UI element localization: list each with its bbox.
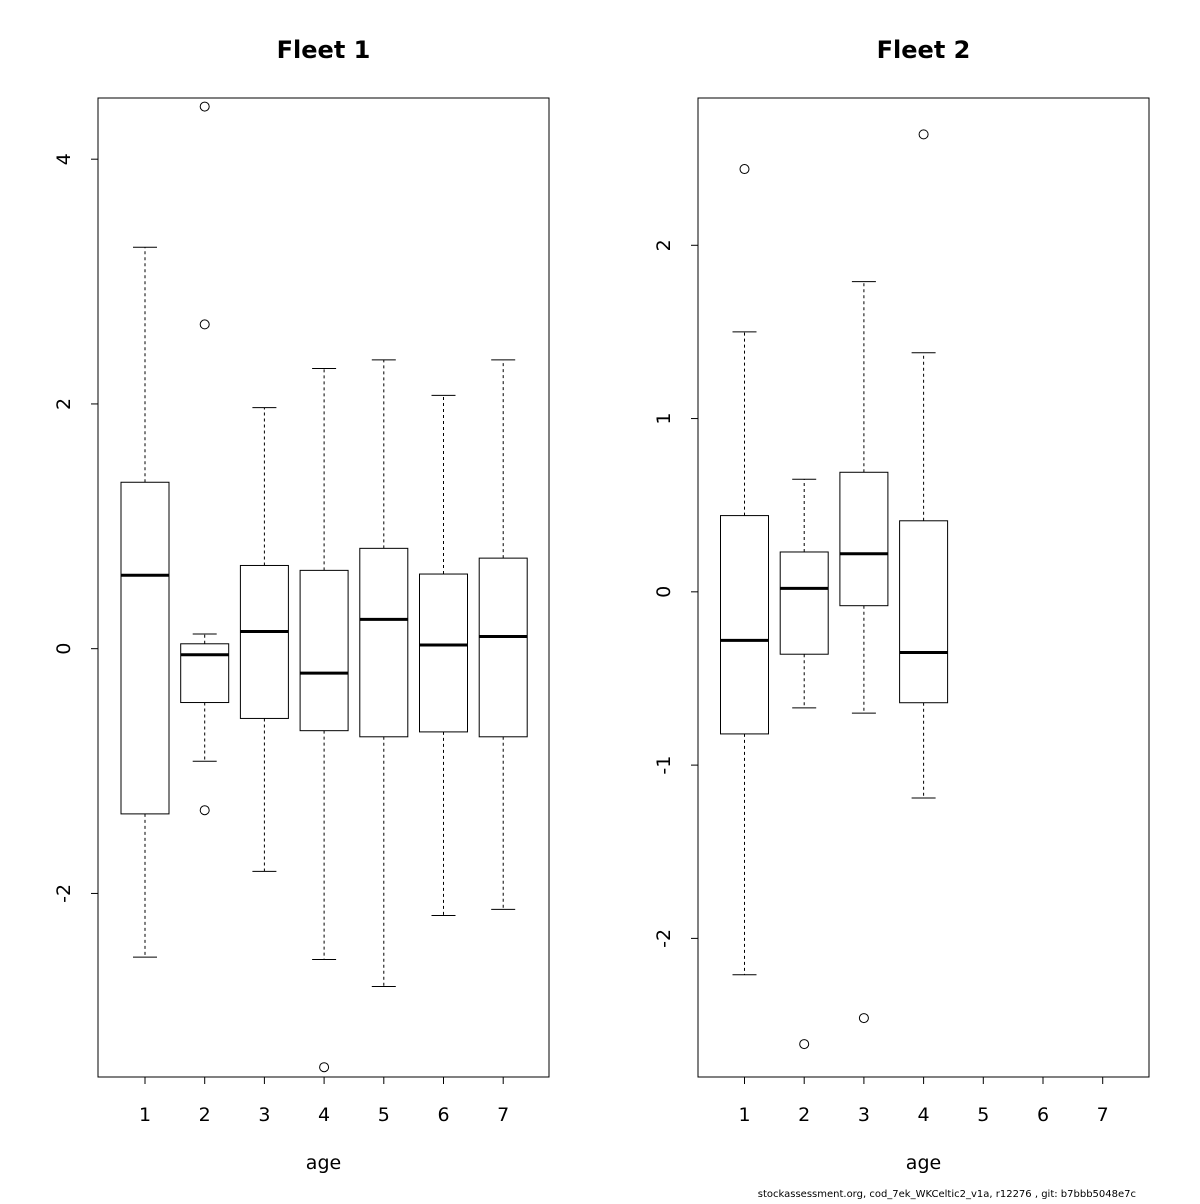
box-iqr [180,643,230,704]
outlier-point [858,1013,869,1024]
x-tick-label: 3 [258,1104,270,1126]
outlier-point [199,319,210,330]
y-tick-label: 2 [53,398,75,410]
y-tick-label: 0 [53,643,75,655]
outlier-point [918,129,929,140]
box-iqr [478,557,528,738]
box-age-2 [779,478,829,1050]
plot-frame [97,97,550,1078]
box-iqr [359,547,409,738]
panel-2: Fleet 2 -2 -1 0 1 2 1 2 3 4 5 6 7 age [653,36,1150,1174]
x-tick-label: 6 [437,1104,449,1126]
box-iqr [720,515,769,735]
box-age-4 [899,129,949,799]
box-age-7 [478,359,528,910]
y-tick-label: 4 [53,153,75,165]
box-iqr [839,471,889,607]
outlier-point [319,1062,330,1073]
box-age-2 [180,101,230,816]
x-tick-label: 4 [318,1104,330,1126]
panel-1: Fleet 1 -2 0 2 4 1 2 3 4 5 6 7 age [53,36,550,1174]
x-axis-label: age [306,1152,341,1174]
x-tick-label: 5 [977,1104,989,1126]
box-age-3 [839,281,889,1024]
outlier-point [199,805,210,816]
x-tick-label: 4 [918,1104,930,1126]
x-tick-label: 7 [1097,1104,1109,1126]
x-tick-label: 5 [378,1104,390,1126]
box-age-3 [239,407,289,872]
outlier-point [799,1039,810,1050]
chart-title: Fleet 1 [277,36,371,64]
y-tick-label: -2 [53,884,75,903]
box-age-4 [299,367,349,1073]
x-tick-label: 6 [1037,1104,1049,1126]
x-tick-label: 1 [738,1104,750,1126]
x-axis-label: age [906,1152,941,1174]
footer-text: stockassessment.org, cod_7ek_WKCeltic2_v… [757,1189,1136,1200]
box-age-5 [359,359,409,987]
box-iqr [419,573,468,733]
y-tick-label: 2 [653,239,675,251]
x-tick-label: 1 [139,1104,151,1126]
box-age-1 [120,246,170,958]
x-tick-label: 2 [798,1104,810,1126]
y-tick-label: -1 [653,756,675,775]
box-age-1 [720,164,769,976]
y-tick-label: -2 [653,929,675,948]
x-tick-label: 7 [497,1104,509,1126]
box-iqr [779,551,829,655]
x-tick-label: 2 [199,1104,211,1126]
box-iqr [120,481,170,815]
outlier-point [739,164,750,175]
box-iqr [299,569,349,732]
x-tick-label: 3 [858,1104,870,1126]
y-tick-label: 0 [653,586,675,598]
y-tick-label: 1 [653,413,675,425]
outlier-point [199,101,210,112]
chart-title: Fleet 2 [877,36,971,64]
box-iqr [899,520,949,704]
box-age-6 [419,394,468,916]
box-iqr [239,564,289,719]
